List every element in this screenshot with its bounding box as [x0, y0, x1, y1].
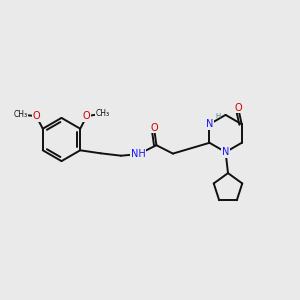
Text: H: H [216, 113, 221, 119]
Text: O: O [234, 103, 242, 113]
Text: O: O [83, 111, 91, 121]
Text: N: N [222, 147, 229, 157]
Text: N: N [206, 119, 213, 129]
Text: O: O [32, 111, 40, 121]
Text: CH₃: CH₃ [14, 110, 28, 119]
Text: CH₃: CH₃ [95, 109, 110, 118]
Text: NH: NH [131, 149, 146, 159]
Text: O: O [150, 123, 158, 133]
